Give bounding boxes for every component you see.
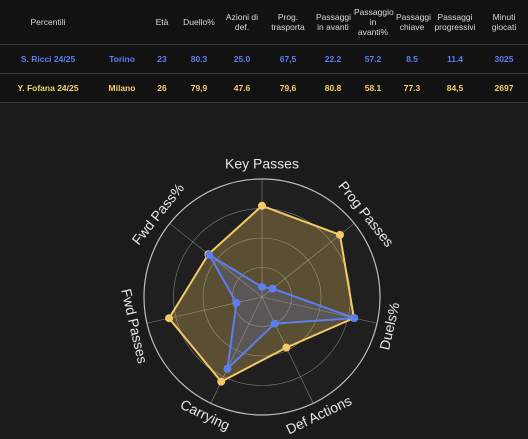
ricci-point xyxy=(350,314,359,323)
table-cell: 67,5 xyxy=(262,43,314,73)
table-cell: 2697 xyxy=(480,72,528,103)
fofana-point xyxy=(165,314,174,323)
player-name: S. Ricci 24/25 xyxy=(0,43,96,73)
table-cell: 47.6 xyxy=(222,72,262,103)
stats-table: Percentili Età Duello% Azioni di def. Pr… xyxy=(0,0,528,103)
fofana-point xyxy=(335,230,344,239)
ricci-point xyxy=(205,250,214,259)
table-cell: 3025 xyxy=(480,43,528,73)
table-cell: 57.2 xyxy=(352,43,394,73)
table-cell: 77.3 xyxy=(394,72,430,103)
radar-spoke xyxy=(210,296,263,404)
header-minuti-giocati: Minuti giocati xyxy=(491,11,517,32)
table-cell: 80.3 xyxy=(176,43,222,73)
header-duello: Duello% xyxy=(183,16,215,27)
ricci-point xyxy=(232,298,241,307)
header-passaggi-avanti: Passaggi in avanti xyxy=(316,11,351,32)
table-cell: 84,5 xyxy=(430,72,480,103)
table-cell: 26 xyxy=(148,72,176,103)
radar-series-group xyxy=(165,201,359,386)
fofana-point xyxy=(217,377,226,386)
axis-label: Key Passes xyxy=(225,156,299,172)
player-name: Y. Fofana 24/25 xyxy=(0,72,96,103)
table-cell: 25.0 xyxy=(222,43,262,73)
ricci-point xyxy=(258,282,266,291)
team-name: Milano xyxy=(96,72,148,103)
table-cell: 79,9 xyxy=(176,72,222,103)
series-ricci-area xyxy=(208,253,356,370)
header-percentili: Percentili xyxy=(30,16,66,27)
table-cell: 79,6 xyxy=(262,72,314,103)
ricci-point xyxy=(270,319,279,328)
table-cell: 58.1 xyxy=(352,72,394,103)
header-eta: Età xyxy=(155,16,169,27)
series-fofana-area xyxy=(168,204,355,383)
radar-spoke xyxy=(169,223,263,298)
table-cell: 22.2 xyxy=(314,43,352,73)
table-cell: 11.4 xyxy=(430,43,480,73)
header-passaggi-progressivi: Passaggi progressivi xyxy=(434,11,476,32)
axis-label: Duels% xyxy=(376,301,402,352)
team-name: Torino xyxy=(96,43,148,73)
header-team xyxy=(96,0,148,44)
table-cell: 8.5 xyxy=(394,43,430,73)
table-row: S. Ricci 24/25 Torino 23 80.3 25.0 67,5 … xyxy=(0,43,528,73)
header-passaggio-avanti-pct: Passaggio in avanti% xyxy=(354,6,394,37)
table-header-row: Percentili Età Duello% Azioni di def. Pr… xyxy=(0,0,528,44)
header-azioni-def: Azioni di def. xyxy=(225,11,259,32)
table-cell: 23 xyxy=(148,43,176,73)
ricci-point xyxy=(223,364,232,373)
radar-chart-container: Key Passes Prog Passes Duels% Def Actions Ca… xyxy=(0,102,528,438)
header-passaggi-chiave: Passaggi chiave xyxy=(396,11,431,32)
table-row: Y. Fofana 24/25 Milano 26 79,9 47.6 79,6… xyxy=(0,72,528,103)
header-prog-trasporta: Prog. trasporta xyxy=(271,11,305,32)
table-cell: 80.8 xyxy=(314,72,352,103)
ricci-point xyxy=(268,284,277,293)
fofana-point xyxy=(282,343,291,352)
fofana-point xyxy=(258,201,266,210)
